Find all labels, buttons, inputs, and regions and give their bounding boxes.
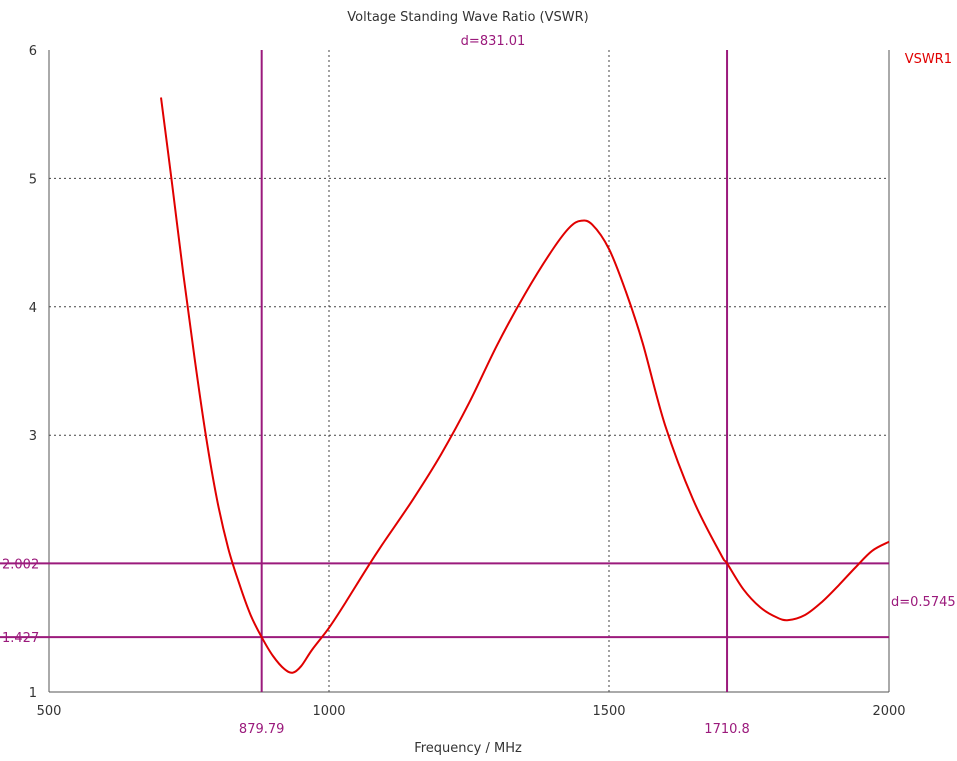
tick-labels: 500 1000 1500 2000 1 3 4 5 6 879.79 1710.8 2.002 1.4… [2, 44, 906, 737]
y-tick-label: 4 [29, 301, 37, 316]
marker-lines [0, 50, 889, 692]
vertical-marker-label: 1710.8 [704, 722, 750, 737]
legend-vswr1: VSWR1 [905, 52, 952, 67]
gridlines [49, 50, 889, 692]
delta-y-label: d=0.5745 [891, 595, 956, 610]
plot-axes [48, 50, 890, 693]
delta-x-label: d=831.01 [461, 34, 526, 49]
horizontal-marker-label: 2.002 [2, 557, 39, 572]
x-tick-label: 2000 [872, 704, 905, 719]
x-tick-label: 1000 [312, 704, 345, 719]
vertical-marker-label: 879.79 [239, 722, 285, 737]
y-tick-label: 5 [29, 172, 37, 187]
x-tick-label: 500 [37, 704, 62, 719]
y-tick-label: 6 [29, 44, 37, 59]
y-tick-label: 3 [29, 429, 37, 444]
y-tick-label: 1 [29, 686, 37, 701]
x-tick-label: 1500 [592, 704, 625, 719]
chart-title: Voltage Standing Wave Ratio (VSWR) [347, 10, 588, 25]
x-axis-label: Frequency / MHz [414, 741, 522, 756]
series-line-vswr1 [160, 97, 890, 674]
horizontal-marker-label: 1.427 [2, 631, 39, 646]
series-layer [160, 97, 890, 674]
